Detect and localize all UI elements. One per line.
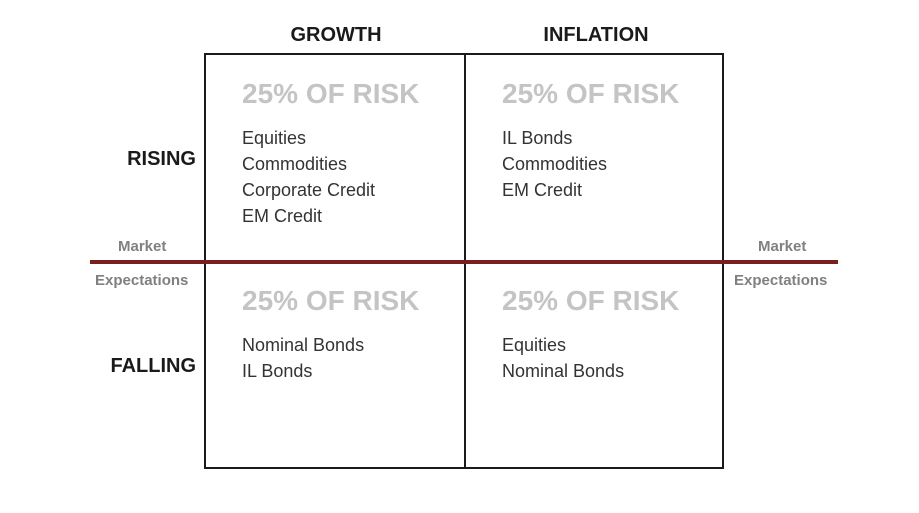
- asset-list: Equities Commodities Corporate Credit EM…: [242, 125, 482, 229]
- quadrant-falling-inflation: 25% OF RISK Equities Nominal Bonds: [502, 284, 742, 384]
- risk-label: 25% OF RISK: [242, 78, 420, 109]
- side-label-left-expectations: Expectations: [95, 272, 189, 289]
- quadrant-rising-growth: 25% OF RISK Equities Commodities Corpora…: [242, 77, 482, 229]
- quadrant-falling-growth: 25% OF RISK Nominal Bonds IL Bonds: [242, 284, 482, 384]
- asset-list: Nominal Bonds IL Bonds: [242, 332, 482, 384]
- list-item: Equities: [502, 335, 567, 355]
- side-label-left-market: Market: [118, 238, 167, 255]
- side-label-right-market: Market: [758, 238, 807, 255]
- list-item: EM Credit: [502, 180, 583, 200]
- market-expectations-line: [90, 260, 838, 264]
- column-header-inflation: INFLATION: [543, 24, 649, 46]
- risk-label: 25% OF RISK: [502, 285, 680, 316]
- row-header-falling: FALLING: [110, 355, 196, 377]
- quadrant-rising-inflation: 25% OF RISK IL Bonds Commodities EM Cred…: [502, 77, 742, 203]
- asset-list: IL Bonds Commodities EM Credit: [502, 125, 742, 203]
- list-item: Commodities: [502, 154, 608, 174]
- column-header-growth: GROWTH: [290, 24, 382, 46]
- asset-list: Equities Nominal Bonds: [502, 332, 742, 384]
- list-item: Nominal Bonds: [242, 335, 365, 355]
- row-header-rising: RISING: [127, 148, 196, 170]
- list-item: EM Credit: [242, 206, 323, 226]
- list-item: IL Bonds: [242, 361, 313, 381]
- risk-label: 25% OF RISK: [502, 78, 680, 109]
- list-item: Nominal Bonds: [502, 361, 625, 381]
- list-item: IL Bonds: [502, 128, 573, 148]
- list-item: Equities: [242, 128, 307, 148]
- list-item: Commodities: [242, 154, 348, 174]
- side-label-right-expectations: Expectations: [734, 272, 828, 289]
- risk-label: 25% OF RISK: [242, 285, 420, 316]
- list-item: Corporate Credit: [242, 180, 376, 200]
